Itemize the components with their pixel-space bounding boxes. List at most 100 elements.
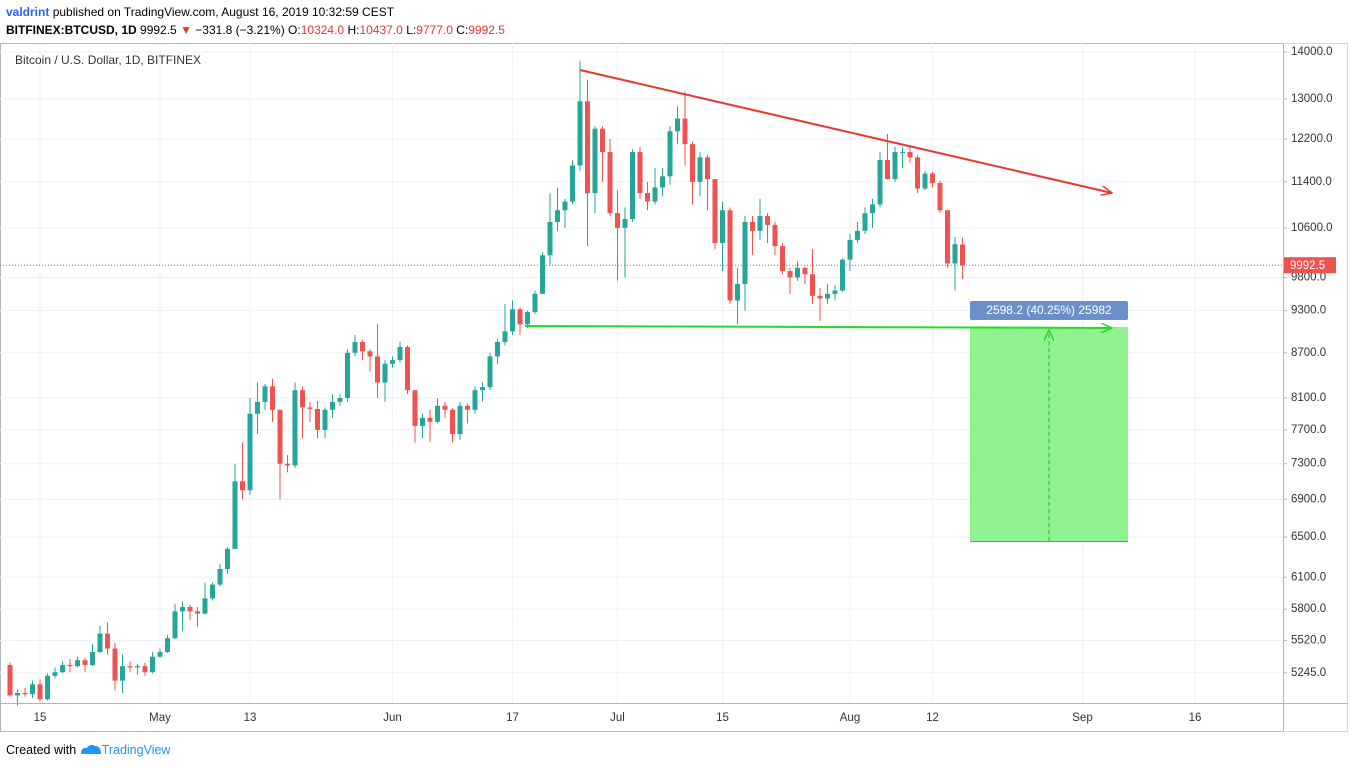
last-price-box <box>1284 257 1336 274</box>
candle-body <box>97 633 103 652</box>
candle-body <box>195 611 200 614</box>
header-line-1: valdrint published on TradingView.com, A… <box>6 5 394 19</box>
candle-body <box>772 224 778 247</box>
y-tick-label: 9300.0 <box>1291 305 1326 317</box>
candle-body <box>240 481 245 491</box>
candle-body <box>150 656 155 673</box>
candle-body <box>765 216 770 225</box>
candle-body <box>120 666 125 681</box>
change: −331.8 (−3.21%) <box>195 23 285 37</box>
candle-body <box>825 293 830 299</box>
candle-body <box>502 331 508 342</box>
candle-body <box>937 182 943 211</box>
ohlc-value: 9777.0 <box>416 23 453 37</box>
x-tick-label: 12 <box>926 712 939 724</box>
ohlc-value: 9992.5 <box>468 23 505 37</box>
candle-body <box>487 356 493 388</box>
y-tick-label: 7700.0 <box>1291 424 1326 436</box>
candle-body <box>660 176 665 188</box>
candle-body <box>592 128 598 194</box>
candle-body <box>60 664 65 673</box>
y-tick-label: 7300.0 <box>1291 458 1326 470</box>
ohlc-value: 10437.0 <box>359 23 403 37</box>
change-arrow: ▼ <box>180 23 192 37</box>
candle-body <box>757 216 763 231</box>
x-tick-label: 16 <box>1189 712 1202 724</box>
candle-body <box>667 131 673 177</box>
candle-body <box>885 160 890 180</box>
x-tick-label: 15 <box>716 712 729 724</box>
candle-body <box>435 405 440 422</box>
y-tick-label: 10600.0 <box>1291 222 1333 234</box>
y-tick-label: 5520.0 <box>1291 634 1326 646</box>
x-tick-label: 17 <box>506 712 519 724</box>
candle-body <box>727 210 733 301</box>
header-line-2: BITFINEX:BTCUSD, 1D 9992.5 ▼ −331.8 (−3.… <box>6 23 505 37</box>
candle-body <box>307 407 313 409</box>
author: valdrint <box>6 5 50 19</box>
y-tick-label: 8100.0 <box>1291 392 1326 404</box>
candle-body <box>210 584 215 599</box>
y-tick-label: 5800.0 <box>1291 603 1326 615</box>
candle-body <box>840 259 845 291</box>
candle-body <box>540 255 545 294</box>
candle-body <box>127 666 133 668</box>
price-axis <box>1283 43 1348 732</box>
candle-body <box>105 633 110 649</box>
candle-body <box>465 405 470 410</box>
candle-body <box>817 295 823 299</box>
candle-body <box>637 152 643 194</box>
candle-body <box>892 152 898 180</box>
y-tick-label: 12200.0 <box>1291 133 1333 145</box>
y-tick-label: 9800.0 <box>1291 272 1326 284</box>
candle-body <box>30 684 35 695</box>
candle-body <box>112 648 118 681</box>
candle-body <box>450 409 455 435</box>
candle-body <box>847 239 853 260</box>
candle-body <box>832 290 838 294</box>
candle-body <box>802 267 808 275</box>
candle-body <box>960 244 965 266</box>
candle-body <box>322 409 328 430</box>
candle-body <box>442 405 448 410</box>
candle-body <box>720 210 725 243</box>
candle-body <box>622 218 628 228</box>
candle-body <box>945 210 950 264</box>
candle-body <box>360 341 365 352</box>
ohlc-label: O: <box>288 23 301 37</box>
candle-body <box>907 152 913 158</box>
candle-body <box>165 638 170 652</box>
y-tick-label: 6500.0 <box>1291 531 1326 543</box>
candle-body <box>645 193 650 202</box>
footer: Created with TradingView <box>6 743 170 757</box>
candle-body <box>510 309 515 332</box>
candle-body <box>690 144 695 182</box>
ohlc-label: H: <box>347 23 360 37</box>
candle-body <box>375 356 380 383</box>
x-tick-label: 15 <box>34 712 47 724</box>
candle-body <box>202 598 208 614</box>
candle-body <box>330 401 335 410</box>
candle-body <box>682 118 688 145</box>
candle-body <box>262 386 268 402</box>
candle-body <box>547 221 553 256</box>
candle-body <box>532 293 538 312</box>
candle-body <box>915 157 920 189</box>
candle-body <box>90 651 95 665</box>
candle-body <box>952 244 958 264</box>
candle-body <box>472 390 478 410</box>
candle-body <box>855 230 860 240</box>
candle-body <box>315 408 320 430</box>
candle-body <box>922 173 928 189</box>
candle-body <box>397 346 403 361</box>
candle-body <box>67 664 73 667</box>
candle-body <box>337 397 343 402</box>
x-tick-label: May <box>149 712 171 724</box>
candle-body <box>900 152 905 154</box>
candle-body <box>270 386 275 410</box>
candle-body <box>795 267 800 278</box>
price: 9992.5 <box>140 23 177 37</box>
candle-body <box>142 666 148 673</box>
grid <box>0 43 1283 703</box>
